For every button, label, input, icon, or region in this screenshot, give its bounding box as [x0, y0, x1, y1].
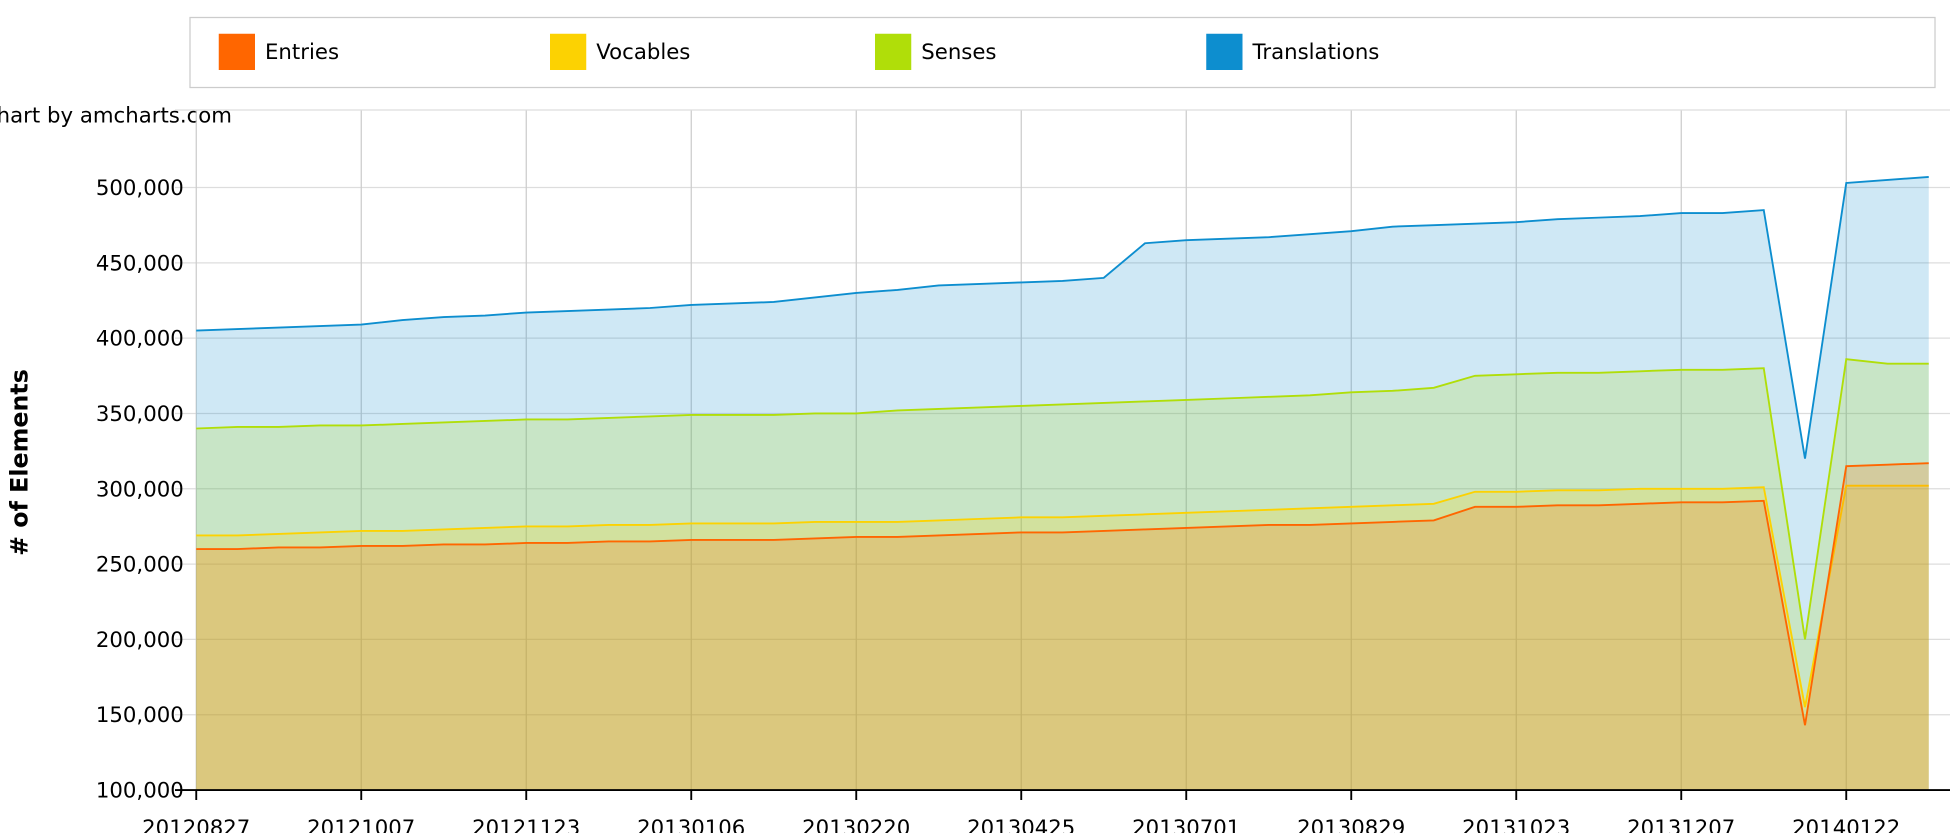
legend-swatch [218, 33, 256, 70]
legend-label: Senses [921, 40, 996, 65]
y-tick-label: 400,000 [96, 327, 184, 352]
grid [175, 109, 1950, 791]
y-tick-label: 500,000 [96, 176, 184, 201]
line-translations [196, 176, 1929, 459]
x-tick-label: 20131207 [1627, 816, 1735, 833]
x-tick-label: 20130425 [967, 816, 1075, 833]
y-tick-label: 300,000 [96, 477, 184, 502]
x-tick-label: 20130106 [637, 816, 745, 833]
x-tick-label: 20140122 [1792, 816, 1900, 833]
amcharts-credit[interactable]: chart by amcharts.com [0, 104, 232, 129]
x-tick-label: 20130701 [1132, 816, 1240, 833]
legend-item-entries[interactable]: Entries [218, 33, 339, 70]
y-tick-label: 250,000 [96, 553, 184, 578]
series-areas [196, 176, 1929, 791]
area-entries [196, 463, 1929, 790]
x-tick-label: 20120827 [142, 816, 250, 833]
legend-label: Translations [1252, 40, 1380, 65]
x-tick-label: 20130220 [802, 816, 910, 833]
area-senses [196, 359, 1929, 790]
y-axis-title: # of Elements [6, 369, 34, 556]
y-tick-label: 200,000 [96, 628, 184, 653]
y-tick-label: 350,000 [96, 402, 184, 427]
y-tick-label: 450,000 [96, 251, 184, 276]
x-tick-label: 20121007 [307, 816, 415, 833]
line-senses [196, 358, 1929, 640]
line-vocables [196, 484, 1929, 708]
legend-item-senses[interactable]: Senses [875, 33, 997, 70]
legend-swatch [550, 33, 587, 70]
legend: Entries Vocables Senses Translations [189, 16, 1936, 89]
x-tick-label: 20130829 [1297, 816, 1405, 833]
legend-label: Entries [265, 40, 339, 65]
axes: 100,000 150,000 200,000 250,000 300,000 350,0… [96, 176, 1950, 833]
y-tick-label: 150,000 [96, 703, 184, 728]
legend-item-translations[interactable]: Translations [1206, 33, 1380, 70]
x-tick-label: 20121123 [472, 816, 580, 833]
legend-label: Vocables [596, 40, 690, 65]
area-vocables [196, 485, 1929, 790]
line-entries [196, 462, 1929, 726]
area-translations [196, 176, 1929, 791]
legend-swatch [875, 33, 912, 70]
legend-item-vocables[interactable]: Vocables [550, 33, 690, 70]
legend-box [189, 16, 1936, 89]
x-tick-label: 20131023 [1462, 816, 1570, 833]
legend-swatch [1206, 33, 1243, 70]
y-tick-label: 100,000 [96, 778, 184, 803]
